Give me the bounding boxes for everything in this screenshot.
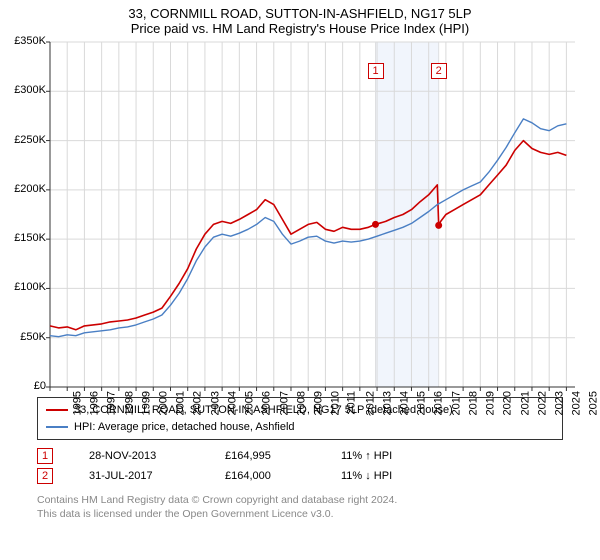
x-tick-label: 2012 <box>364 391 376 415</box>
footnote-line1: Contains HM Land Registry data © Crown c… <box>37 494 563 508</box>
title-line2: Price paid vs. HM Land Registry's House … <box>8 21 592 36</box>
x-tick-label: 2011 <box>346 391 358 415</box>
x-tick-label: 2020 <box>502 391 514 415</box>
y-tick-label: £0 <box>34 380 46 392</box>
callout-num: 2 <box>37 468 53 484</box>
title-line1: 33, CORNMILL ROAD, SUTTON-IN-ASHFIELD, N… <box>8 6 592 21</box>
footnote: Contains HM Land Registry data © Crown c… <box>37 494 563 521</box>
x-tick-label: 2007 <box>278 391 290 415</box>
x-tick-label: 2000 <box>158 391 170 415</box>
x-tick-label: 2008 <box>295 391 307 415</box>
chart-titles: 33, CORNMILL ROAD, SUTTON-IN-ASHFIELD, N… <box>0 0 600 38</box>
y-tick-label: £250K <box>14 134 46 146</box>
callout-row: 1 28-NOV-2013 £164,995 11% ↑ HPI <box>37 448 563 464</box>
x-tick-label: 2004 <box>226 391 238 415</box>
x-tick-label: 2013 <box>381 391 393 415</box>
x-tick-label: 2005 <box>244 391 256 415</box>
legend-swatch <box>46 409 68 411</box>
legend-item: HPI: Average price, detached house, Ashf… <box>46 419 554 436</box>
footnote-line2: This data is licensed under the Open Gov… <box>37 508 563 522</box>
callout-date: 31-JUL-2017 <box>89 470 189 482</box>
callout-price: £164,000 <box>225 470 305 482</box>
x-tick-label: 1998 <box>123 391 135 415</box>
callout-box: 2 <box>431 63 447 79</box>
x-tick-label: 2025 <box>588 391 600 415</box>
y-tick-label: £300K <box>14 84 46 96</box>
y-tick-label: £50K <box>20 331 46 343</box>
chart-svg <box>50 42 575 387</box>
x-tick-label: 2022 <box>536 391 548 415</box>
x-tick-label: 2010 <box>330 391 342 415</box>
x-tick-label: 1999 <box>140 391 152 415</box>
x-tick-label: 2015 <box>416 391 428 415</box>
callout-table: 1 28-NOV-2013 £164,995 11% ↑ HPI 2 31-JUL-201… <box>37 448 563 488</box>
x-tick-label: 2001 <box>175 391 187 415</box>
y-tick-label: £350K <box>14 35 46 47</box>
x-tick-label: 1995 <box>71 391 83 415</box>
x-tick-label: 1996 <box>89 391 101 415</box>
x-tick-label: 2021 <box>519 391 531 415</box>
x-tick-label: 2019 <box>485 391 497 415</box>
x-tick-label: 1997 <box>106 391 118 415</box>
callout-marker <box>372 221 379 228</box>
callout-price: £164,995 <box>225 450 305 462</box>
x-tick-label: 2006 <box>261 391 273 415</box>
chart-plot: £0£50K£100K£150K£200K£250K£300K£350K1995… <box>50 42 575 387</box>
callout-num: 1 <box>37 448 53 464</box>
y-tick-label: £150K <box>14 232 46 244</box>
x-tick-label: 2018 <box>467 391 479 415</box>
legend-label: HPI: Average price, detached house, Ashf… <box>74 419 295 436</box>
y-tick-label: £100K <box>14 281 46 293</box>
x-tick-label: 2014 <box>399 391 411 415</box>
x-tick-label: 2016 <box>433 391 445 415</box>
callout-diff: 11% ↓ HPI <box>341 470 431 482</box>
callout-box: 1 <box>368 63 384 79</box>
y-tick-label: £200K <box>14 183 46 195</box>
callout-row: 2 31-JUL-2017 £164,000 11% ↓ HPI <box>37 468 563 484</box>
x-tick-label: 2017 <box>450 391 462 415</box>
x-tick-label: 2003 <box>209 391 221 415</box>
x-tick-label: 2024 <box>571 391 583 415</box>
callout-diff: 11% ↑ HPI <box>341 450 431 462</box>
x-tick-label: 2023 <box>553 391 565 415</box>
x-tick-label: 2002 <box>192 391 204 415</box>
x-tick-label: 2009 <box>312 391 324 415</box>
callout-marker <box>435 222 442 229</box>
callout-date: 28-NOV-2013 <box>89 450 189 462</box>
legend-swatch <box>46 426 68 428</box>
